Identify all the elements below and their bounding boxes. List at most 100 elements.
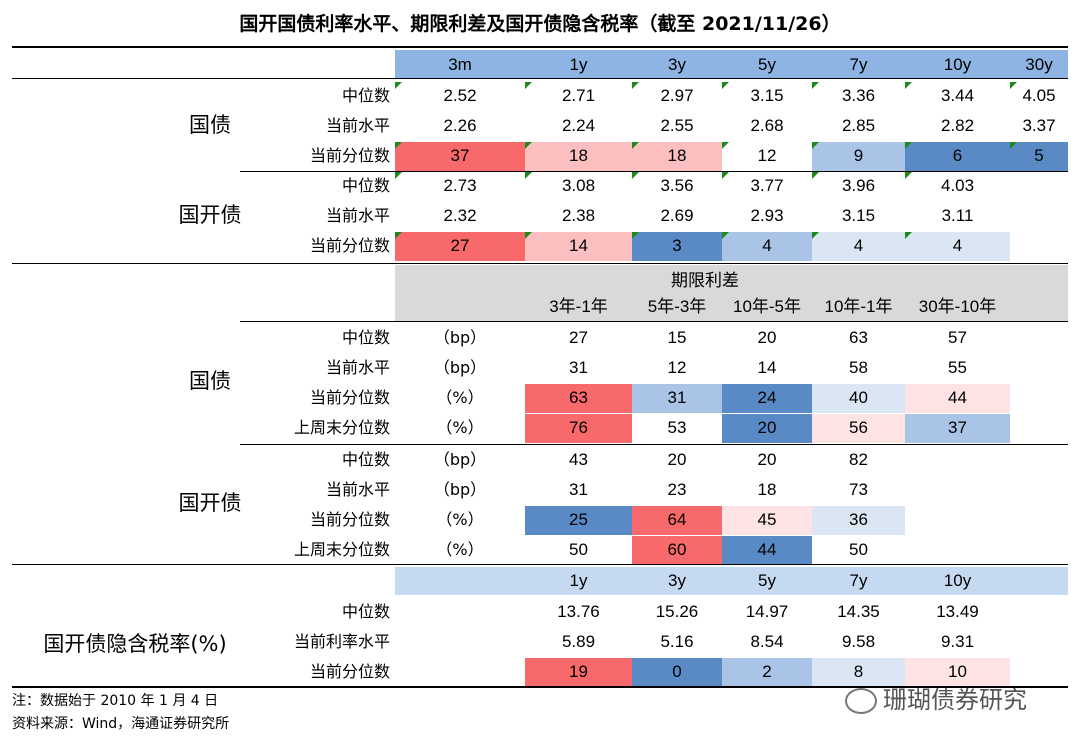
cell-guokai-0-5: 4.03	[940, 176, 975, 195]
row-label: 中位数	[341, 176, 390, 195]
cell-guozhai-2-6: 5	[1034, 146, 1044, 165]
cell-guozhai-0-3: 3.15	[750, 86, 784, 105]
cell-guokai-2-0: 27	[450, 236, 470, 255]
cell-spread-guozhai-3-2: 20	[757, 418, 777, 437]
cell-spread-guokai-1-4	[905, 475, 1010, 505]
row-label: 当前分位数	[309, 662, 390, 681]
tenor-header-10y: 10y	[943, 55, 972, 74]
row-unit: （%）	[436, 418, 484, 437]
row-unit: （bp）	[433, 328, 487, 347]
cell-spread-guokai-2-1: 64	[667, 510, 687, 529]
cell-tax-2-3: 8	[853, 662, 864, 681]
cell-marker	[905, 82, 912, 89]
cell-guozhai-2-1-fill	[525, 142, 632, 171]
cell-spread-guozhai-3-3-fill	[812, 414, 905, 443]
row-label: 当前水平	[325, 480, 390, 499]
cell-guokai-2-3-fill	[722, 232, 812, 261]
cell-spread-guokai-0-1: 20	[667, 450, 687, 469]
cell-spread-guozhai-2-1: 31	[667, 388, 687, 407]
cell-spread-guokai-0-2: 20	[757, 450, 777, 469]
cell-spread-guokai-0-4	[905, 445, 1010, 475]
row-label: 当前水平	[325, 116, 390, 135]
cell-spread-guozhai-1-4: 55	[948, 358, 967, 377]
cell-spread-guozhai-3-0: 76	[569, 418, 588, 437]
cell-guozhai-2-2-fill	[632, 142, 722, 171]
cell-spread-guokai-2-1-fill	[632, 506, 722, 535]
cell-spread-guozhai-2-1-fill	[632, 384, 722, 413]
cell-guozhai-1-6: 3.37	[1022, 116, 1056, 135]
cell-guokai-0-0: 2.73	[443, 176, 477, 195]
cell-spread-guozhai-0-2: 20	[757, 328, 777, 347]
tenor-header-1y: 1y	[569, 55, 588, 74]
cell-guozhai-1-3: 2.68	[750, 116, 784, 135]
cell-spread-guozhai-0-4: 57	[948, 328, 967, 347]
cell-spread-guozhai-2-0: 63	[569, 388, 588, 407]
cell-guozhai-2-2: 18	[667, 146, 687, 165]
row-label: 当前分位数	[309, 236, 390, 255]
cell-spread-guokai-3-4	[905, 535, 1010, 565]
cell-guokai-2-4: 4	[853, 236, 864, 255]
cell-guokai-1-6	[1010, 201, 1068, 231]
cell-guozhai-0-4: 3.36	[841, 86, 876, 105]
cell-tax-0-0: 13.76	[557, 602, 600, 621]
cell-guozhai-0-6: 4.05	[1022, 86, 1056, 105]
cell-spread-guozhai-1-0: 31	[569, 358, 588, 377]
cell-tax-2-1-fill	[632, 658, 722, 687]
cell-marker	[812, 232, 819, 239]
tax-header-7y: 7y	[849, 571, 868, 590]
cell-spread-guokai-0-0: 43	[569, 450, 588, 469]
cell-marker	[1010, 82, 1017, 89]
row-label: 当前分位数	[309, 146, 390, 165]
cell-tax-2-4: 10	[948, 662, 967, 681]
spread-header-band	[395, 265, 1068, 321]
cell-spread-guokai-0-3: 82	[849, 450, 868, 469]
row-label: 中位数	[341, 602, 390, 621]
tenor-header-7y: 7y	[849, 55, 868, 74]
divider-sec2-end	[12, 564, 1068, 565]
cell-guozhai-0-5: 3.44	[940, 86, 975, 105]
cell-spread-guozhai-0-3: 63	[849, 328, 868, 347]
cell-guozhai-2-4-fill	[812, 142, 905, 171]
cell-marker	[905, 172, 912, 179]
spread-header-title: 期限利差	[671, 271, 739, 290]
cell-guokai-2-0-fill	[395, 232, 525, 261]
cell-guokai-2-2-fill	[632, 232, 722, 261]
tax-header-10y: 10y	[943, 571, 972, 590]
cell-tax-1-2: 8.54	[750, 632, 784, 651]
cell-spread-guozhai-1-3: 58	[849, 358, 868, 377]
cell-guokai-0-2: 3.56	[660, 176, 694, 195]
cell-guozhai-2-1: 18	[569, 146, 588, 165]
row-label: 当前分位数	[309, 388, 390, 407]
cell-spread-guozhai-2-3: 40	[849, 388, 868, 407]
divider-sec2-mid	[240, 444, 1068, 445]
cell-spread-guozhai-2-4-fill	[905, 384, 1010, 413]
row-label: 当前分位数	[309, 510, 390, 529]
cell-guozhai-2-6-fill	[1010, 142, 1068, 171]
cell-tax-1-4: 9.31	[940, 632, 975, 651]
cell-marker	[722, 142, 729, 149]
cell-spread-guozhai-3-2-fill	[722, 414, 812, 443]
cell-marker	[525, 172, 532, 179]
cell-spread-guokai-3-0: 50	[569, 540, 588, 559]
cell-guokai-2-1-fill	[525, 232, 632, 261]
cell-marker	[905, 142, 912, 149]
cell-guozhai-1-5: 2.82	[940, 116, 975, 135]
cell-marker	[525, 232, 532, 239]
cell-spread-guozhai-2-2: 24	[757, 388, 777, 407]
cell-guozhai-1-4: 2.85	[841, 116, 876, 135]
cell-marker	[525, 82, 532, 89]
cell-tax-1-0: 5.89	[561, 632, 596, 651]
divider-bottom	[12, 686, 1068, 688]
cell-tax-0-1: 15.26	[655, 602, 699, 621]
spread-header-3: 10年-1年	[824, 297, 893, 316]
cell-guokai-2-4-fill	[812, 232, 905, 261]
cell-spread-guokai-1-1: 23	[667, 480, 687, 499]
group-label-spread-guozhai: 国债	[189, 369, 231, 393]
cell-spread-guozhai-2-3-fill	[812, 384, 905, 413]
cell-spread-guozhai-3-3: 56	[849, 418, 868, 437]
cell-spread-guokai-2-0-fill	[525, 506, 632, 535]
cell-spread-guokai-2-4	[905, 505, 1010, 535]
cell-marker	[722, 82, 729, 89]
cell-tax-2-2-fill	[722, 658, 812, 687]
cell-guozhai-0-2: 2.97	[660, 86, 694, 105]
